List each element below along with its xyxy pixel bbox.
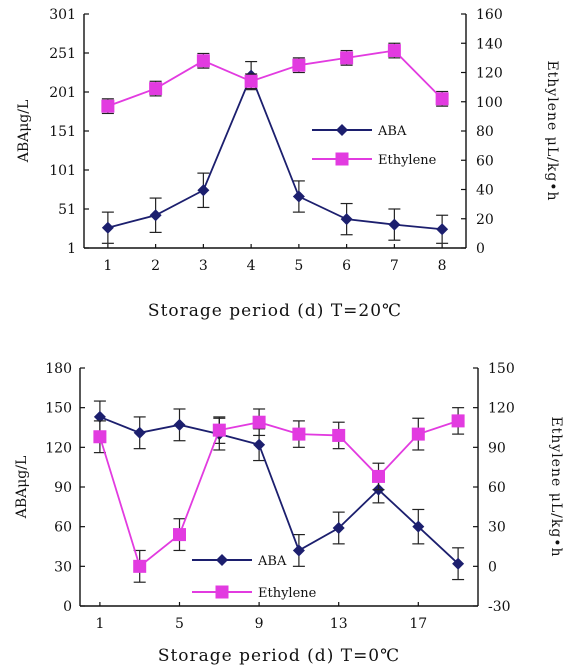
aba-point bbox=[133, 426, 146, 439]
left-tick-label: 120 bbox=[45, 440, 72, 456]
ethylene-point bbox=[212, 423, 226, 437]
ethylene-point bbox=[173, 528, 186, 542]
left-tick-label: 251 bbox=[49, 46, 76, 62]
left-tick-label: 0 bbox=[63, 599, 72, 615]
left-tick-label: 30 bbox=[54, 559, 72, 575]
right-tick-label: 0 bbox=[488, 559, 497, 575]
left-tick-label: 51 bbox=[58, 202, 76, 218]
left-axis-title: ABAμg/L bbox=[16, 100, 32, 164]
right-tick-label: 150 bbox=[488, 361, 515, 377]
ethylene-point bbox=[411, 427, 425, 441]
x-tick-label: 17 bbox=[409, 616, 427, 632]
aba-point bbox=[93, 410, 106, 423]
left-tick-label: 151 bbox=[49, 124, 76, 140]
right-axis-title: Ethylene μL/kg•h bbox=[544, 60, 560, 201]
aba-series-line bbox=[99, 416, 459, 565]
ethylene-point bbox=[244, 74, 258, 88]
ethylene-point bbox=[292, 58, 306, 72]
x-tick-label: 9 bbox=[255, 616, 264, 632]
aba-point bbox=[412, 520, 425, 533]
ethylene-point bbox=[252, 415, 266, 429]
left-tick-label: 150 bbox=[45, 401, 72, 417]
left-tick-label: 60 bbox=[54, 520, 72, 536]
x-tick-label: 1 bbox=[95, 616, 104, 632]
x-tick-label: 2 bbox=[151, 258, 160, 274]
aba-point bbox=[340, 213, 353, 226]
right-tick-label: 30 bbox=[488, 520, 506, 536]
aba-point bbox=[292, 190, 305, 203]
aba-series-line bbox=[107, 73, 443, 231]
left-tick-label: 201 bbox=[49, 85, 76, 101]
x-tick-label: 3 bbox=[199, 258, 208, 274]
aba-point bbox=[452, 557, 465, 570]
x-axis-title: Storage period (d) T=20℃ bbox=[148, 301, 402, 321]
ethylene-point bbox=[196, 54, 210, 68]
left-tick-label: 301 bbox=[49, 7, 76, 23]
left-tick-label: 101 bbox=[49, 163, 76, 179]
x-tick-label: 13 bbox=[330, 616, 348, 632]
left-tick-label: 90 bbox=[54, 480, 72, 496]
right-axis-title: Ethylene μL/kg•h bbox=[548, 416, 564, 557]
legend-marker-ethylene bbox=[335, 152, 349, 166]
aba-point bbox=[197, 184, 210, 197]
aba-point bbox=[253, 438, 266, 451]
right-tick-label: 100 bbox=[476, 95, 503, 111]
right-tick-label: -30 bbox=[488, 599, 511, 615]
aba-point bbox=[173, 418, 186, 431]
legend-label-ethylene: Ethylene bbox=[258, 586, 317, 601]
ethylene-series-line bbox=[99, 420, 459, 568]
right-tick-label: 80 bbox=[476, 124, 494, 140]
ethylene-point bbox=[292, 427, 306, 441]
right-tick-label: 60 bbox=[488, 480, 506, 496]
x-tick-label: 1 bbox=[103, 258, 112, 274]
legend-label-ethylene: Ethylene bbox=[378, 153, 437, 168]
right-tick-label: 160 bbox=[476, 7, 503, 23]
aba-point bbox=[436, 223, 449, 236]
ethylene-point bbox=[387, 44, 401, 58]
ethylene-point bbox=[372, 469, 385, 483]
ethylene-point bbox=[435, 92, 449, 106]
right-tick-label: 20 bbox=[476, 212, 494, 228]
x-tick-label: 5 bbox=[175, 616, 184, 632]
ethylene-point bbox=[149, 82, 163, 96]
x-tick-label: 7 bbox=[390, 258, 399, 274]
ethylene-point bbox=[340, 51, 354, 65]
aba-point bbox=[388, 218, 401, 231]
ethylene-point bbox=[332, 428, 346, 442]
ethylene-series-line bbox=[107, 49, 443, 107]
aba-point bbox=[101, 221, 114, 234]
right-tick-label: 140 bbox=[476, 36, 503, 52]
chart-top-t20: 1511011512012513010204060801001201401601… bbox=[16, 7, 560, 321]
legend-label-aba: ABA bbox=[377, 124, 407, 139]
right-tick-label: 120 bbox=[488, 401, 515, 417]
aba-point bbox=[149, 209, 162, 222]
x-tick-label: 6 bbox=[342, 258, 351, 274]
x-tick-label: 4 bbox=[247, 258, 256, 274]
x-axis-title: Storage period (d) T=0℃ bbox=[158, 646, 400, 666]
legend-label-aba: ABA bbox=[257, 554, 287, 569]
ethylene-point bbox=[93, 430, 107, 444]
x-tick-label: 8 bbox=[438, 258, 447, 274]
legend-marker-ethylene bbox=[215, 585, 229, 599]
x-tick-label: 5 bbox=[294, 258, 303, 274]
ethylene-point bbox=[133, 559, 147, 573]
left-axis-title: ABAμg/L bbox=[14, 456, 30, 520]
legend-marker-aba bbox=[336, 124, 348, 136]
right-tick-label: 0 bbox=[476, 241, 485, 257]
left-tick-label: 180 bbox=[45, 361, 72, 377]
right-tick-label: 90 bbox=[488, 440, 506, 456]
ethylene-point bbox=[451, 414, 465, 428]
right-tick-label: 40 bbox=[476, 183, 494, 199]
right-tick-label: 60 bbox=[476, 153, 494, 169]
chart-bottom-t0: 0 30 60 90 120 150 180 -30 0 30 60 90 120 150 1 5 9 13 17 S… bbox=[14, 361, 564, 666]
aba-point bbox=[332, 521, 345, 534]
legend-marker-aba bbox=[216, 554, 228, 566]
ethylene-point bbox=[101, 99, 115, 113]
left-tick-label: 1 bbox=[67, 241, 76, 257]
right-tick-label: 120 bbox=[476, 66, 503, 82]
aba-point bbox=[292, 544, 305, 557]
